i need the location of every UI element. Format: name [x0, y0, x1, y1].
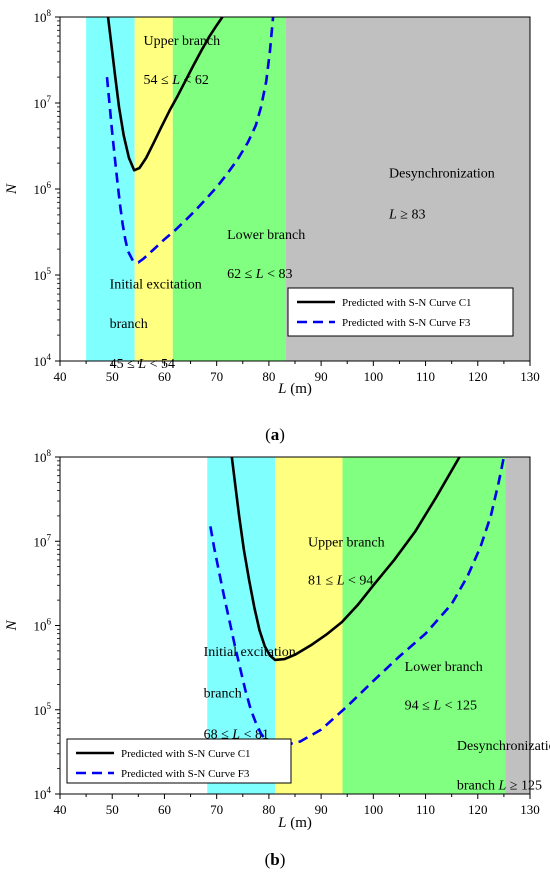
x-tick-label: 80	[262, 369, 275, 384]
x-tick-label: 110	[416, 802, 435, 817]
x-tick-label: 120	[468, 802, 488, 817]
panel-label: (a)	[265, 425, 285, 444]
legend-label: Predicted with S-N Curve F3	[121, 768, 250, 780]
y-axis-title: N	[4, 620, 20, 632]
legend-label: Predicted with S-N Curve F3	[342, 317, 471, 329]
x-tick-label: 50	[106, 802, 119, 817]
x-tick-label: 80	[262, 802, 275, 817]
region-label: 81 ≤ L < 94	[308, 574, 373, 589]
region-band-2	[172, 17, 286, 361]
x-axis-title: L (m)	[277, 815, 312, 831]
region-label: Initial excitation	[110, 277, 202, 292]
region-label: Initial excitation	[204, 645, 296, 660]
x-tick-label: 50	[106, 369, 119, 384]
region-label: 54 ≤ L < 62	[144, 73, 209, 88]
x-tick-label: 70	[210, 369, 223, 384]
region-label: 62 ≤ L < 83	[227, 267, 292, 282]
region-label: L ≥ 83	[388, 207, 425, 222]
region-label: Upper branch	[308, 535, 385, 550]
region-band-2	[342, 457, 506, 794]
x-axis-title: L (m)	[277, 381, 312, 397]
y-axis-title: N	[4, 183, 20, 195]
x-tick-label: 100	[364, 369, 384, 384]
chart-panel-b: Upper branch 81 ≤ L < 94 Initial excitatio…	[4, 448, 550, 869]
legend: Predicted with S-N Curve C1 Predicted wit…	[66, 738, 292, 784]
x-tick-label: 130	[520, 802, 540, 817]
x-tick-label: 40	[54, 802, 67, 817]
series-line-f3	[105, 17, 275, 264]
x-tick-label: 110	[416, 369, 435, 384]
region-band-0	[207, 457, 276, 794]
series-line-f3	[209, 457, 506, 747]
region-label: branch L ≥ 125	[457, 778, 542, 793]
region-label: Desynchronization	[389, 167, 495, 182]
region-label: 94 ≤ L < 125	[405, 699, 477, 714]
legend-label: Predicted with S-N Curve C1	[121, 748, 251, 760]
y-tick-label: 104	[34, 785, 52, 802]
x-tick-label: 90	[315, 369, 328, 384]
y-tick-label: 107	[34, 94, 52, 111]
legend: Predicted with S-N Curve C1 Predicted wit…	[287, 287, 514, 337]
legend-label: Predicted with S-N Curve C1	[342, 297, 472, 309]
x-tick-label: 130	[520, 369, 540, 384]
y-tick-label: 105	[34, 266, 52, 283]
y-tick-label: 108	[34, 8, 52, 25]
chart-panel-a: Upper branch 54 ≤ L < 62 Desynchronization…	[4, 8, 540, 444]
region-label: Desynchronization	[457, 739, 550, 754]
region-band-0	[86, 17, 135, 361]
y-tick-label: 105	[34, 701, 52, 718]
region-label: branch	[110, 317, 148, 332]
x-tick-label: 60	[158, 369, 171, 384]
region-band-1	[275, 457, 343, 794]
series-line-c1	[230, 457, 461, 662]
x-tick-label: 40	[54, 369, 67, 384]
x-tick-label: 90	[315, 802, 328, 817]
y-tick-label: 106	[34, 180, 52, 197]
y-tick-label: 107	[34, 532, 52, 549]
x-tick-label: 60	[158, 802, 171, 817]
y-tick-label: 108	[34, 448, 52, 465]
region-label: Lower branch	[405, 660, 483, 675]
series-group	[209, 457, 506, 747]
series-line-c1	[106, 17, 224, 172]
region-label: Upper branch	[144, 34, 221, 49]
x-tick-label: 100	[364, 802, 384, 817]
region-band-3	[505, 457, 530, 794]
region-label: Lower branch	[227, 228, 305, 243]
series-group	[105, 17, 275, 264]
region-band-1	[134, 17, 173, 361]
legend-box	[66, 738, 292, 784]
legend-box	[287, 287, 514, 337]
region-label: branch	[204, 687, 242, 702]
y-tick-label: 106	[34, 617, 52, 634]
x-tick-label: 70	[210, 802, 223, 817]
panel-label: (b)	[265, 850, 286, 869]
y-tick-label: 104	[34, 352, 52, 369]
x-tick-label: 120	[468, 369, 488, 384]
